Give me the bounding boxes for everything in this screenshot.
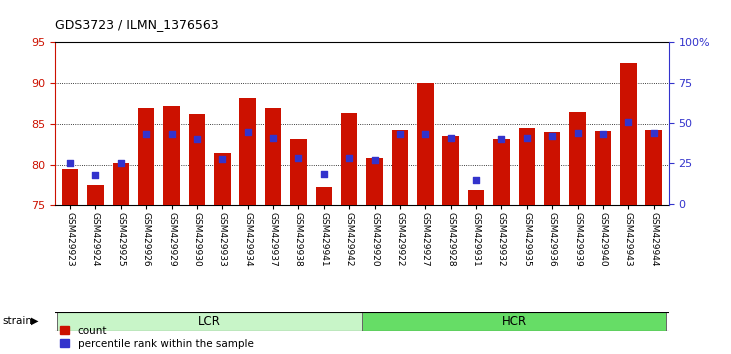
Bar bbox=[57, 312, 362, 331]
Point bbox=[140, 132, 152, 137]
Bar bbox=[594, 131, 611, 205]
Point bbox=[242, 129, 254, 135]
Point bbox=[64, 161, 76, 166]
Bar bbox=[265, 108, 281, 205]
Bar bbox=[493, 139, 510, 205]
Point bbox=[470, 177, 482, 182]
Point bbox=[496, 136, 507, 142]
Bar bbox=[316, 187, 332, 205]
Text: strain: strain bbox=[2, 316, 32, 326]
Point bbox=[572, 130, 583, 136]
Bar bbox=[163, 106, 180, 205]
Bar bbox=[62, 169, 78, 205]
Bar bbox=[87, 185, 104, 205]
Text: LCR: LCR bbox=[198, 315, 221, 328]
Text: ▶: ▶ bbox=[31, 316, 39, 326]
Point bbox=[394, 131, 406, 136]
Bar bbox=[569, 112, 586, 205]
Point bbox=[368, 157, 380, 163]
Text: GDS3723 / ILMN_1376563: GDS3723 / ILMN_1376563 bbox=[55, 18, 219, 31]
Point bbox=[521, 136, 533, 141]
Point bbox=[344, 155, 355, 161]
Legend: count, percentile rank within the sample: count, percentile rank within the sample bbox=[60, 326, 254, 349]
Bar bbox=[417, 83, 433, 205]
Point bbox=[90, 172, 102, 177]
Point bbox=[268, 136, 279, 141]
Text: HCR: HCR bbox=[501, 315, 526, 328]
Bar bbox=[189, 114, 205, 205]
Point bbox=[191, 136, 202, 142]
Point bbox=[444, 136, 456, 141]
Point bbox=[648, 130, 659, 136]
Point bbox=[622, 119, 634, 125]
Bar bbox=[645, 130, 662, 205]
Point bbox=[115, 160, 126, 165]
Point bbox=[318, 171, 330, 177]
Bar bbox=[518, 128, 535, 205]
Bar bbox=[620, 63, 637, 205]
Bar bbox=[290, 138, 307, 205]
Bar bbox=[138, 108, 154, 205]
Point bbox=[546, 133, 558, 139]
Point bbox=[216, 156, 228, 161]
Bar bbox=[392, 130, 408, 205]
Point bbox=[166, 131, 178, 136]
Bar bbox=[362, 312, 667, 331]
Bar bbox=[468, 190, 484, 205]
Point bbox=[597, 131, 609, 136]
Bar bbox=[113, 163, 129, 205]
Point bbox=[420, 131, 431, 136]
Point bbox=[292, 155, 304, 161]
Bar bbox=[240, 98, 256, 205]
Bar bbox=[366, 158, 383, 205]
Bar bbox=[442, 136, 459, 205]
Bar bbox=[544, 132, 561, 205]
Bar bbox=[341, 113, 357, 205]
Bar bbox=[214, 153, 230, 205]
